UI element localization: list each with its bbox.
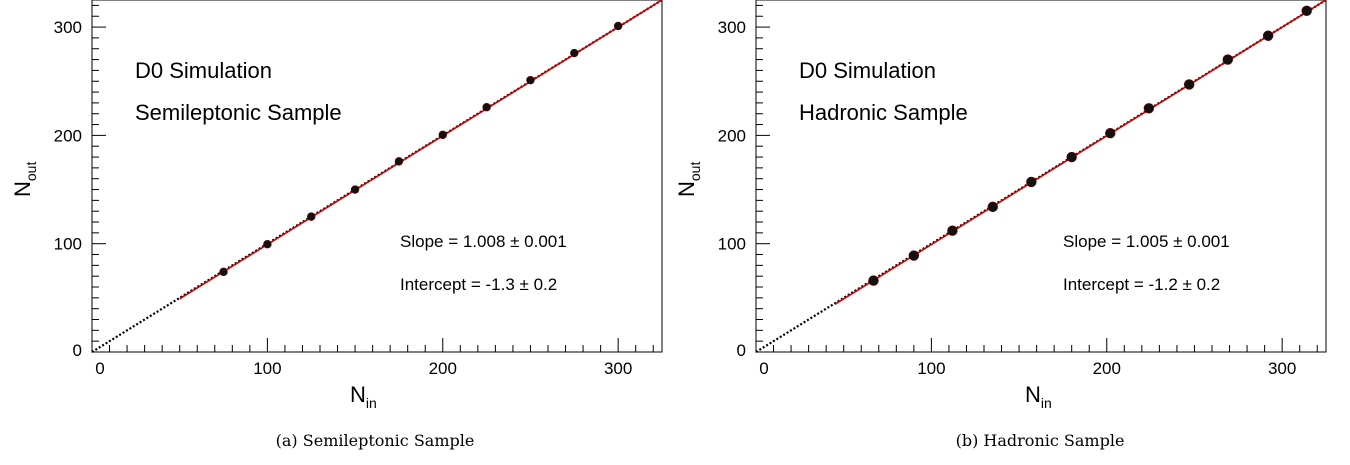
x-tick-label: 0 xyxy=(759,359,768,378)
y-tick-label: 200 xyxy=(54,126,82,145)
data-point xyxy=(263,240,272,249)
annotation-slope-b: Slope = 1.005 ± 0.001 xyxy=(1063,232,1230,251)
x-tick-label: 200 xyxy=(429,359,457,378)
plot-frame-a xyxy=(91,0,663,353)
annotation-sample-b: Hadronic Sample xyxy=(799,100,968,125)
data-point xyxy=(987,201,998,213)
x-tick-label: 300 xyxy=(604,359,632,378)
x-tick-label: 0 xyxy=(95,359,104,378)
data-point xyxy=(570,48,579,58)
axis-ticks-a: 0 100 200 300 0 100 200 300 xyxy=(54,4,654,378)
annotation-intercept-b: Intercept = -1.2 ± 0.2 xyxy=(1063,275,1220,294)
x-tick-label: 200 xyxy=(1093,359,1121,378)
panel-b: 0 100 200 300 0 100 200 300 D0 Simulation Hadro… xyxy=(674,0,1327,450)
fit-line-a xyxy=(179,0,663,300)
y-tick-label: 300 xyxy=(54,18,82,37)
plot-frame-b xyxy=(755,0,1327,353)
x-tick-label: 100 xyxy=(917,359,945,378)
data-point xyxy=(482,103,491,112)
data-point xyxy=(394,157,404,166)
data-point xyxy=(350,185,360,194)
data-point xyxy=(1301,5,1312,17)
y-tick-label: 0 xyxy=(737,341,746,360)
caption-a: (a) Semileptonic Sample xyxy=(276,431,475,450)
axis-ticks-b: 0 100 200 300 0 100 200 300 xyxy=(718,4,1318,378)
y-tick-label: 300 xyxy=(718,18,746,37)
data-point xyxy=(1066,151,1077,163)
annotation-sample-a: Semileptonic Sample xyxy=(135,100,342,125)
annotation-slope-a: Slope = 1.008 ± 0.001 xyxy=(400,232,567,251)
data-points-b xyxy=(868,5,1312,286)
fit-line xyxy=(834,0,1327,305)
data-point xyxy=(1222,54,1233,65)
y-tick-label: 100 xyxy=(718,235,746,254)
annotation-intercept-a: Intercept = -1.3 ± 0.2 xyxy=(400,275,557,294)
y-tick-label: 0 xyxy=(73,341,82,360)
data-point xyxy=(526,75,535,85)
y-tick-label: 100 xyxy=(54,235,82,254)
data-point xyxy=(1143,103,1155,114)
data-point xyxy=(908,250,920,261)
y-tick-label: 200 xyxy=(718,126,746,145)
y-axis-label-a: Nout xyxy=(10,162,39,197)
annotation-title-b: D0 Simulation xyxy=(799,58,936,83)
data-point xyxy=(613,21,623,31)
data-point xyxy=(1026,176,1037,188)
x-tick-label: 300 xyxy=(1268,359,1296,378)
fit-line-b xyxy=(834,0,1327,305)
caption-b: (b) Hadronic Sample xyxy=(956,431,1125,450)
data-point xyxy=(307,212,316,221)
annotation-title-a: D0 Simulation xyxy=(135,58,272,83)
data-point xyxy=(438,130,447,140)
fit-line xyxy=(179,0,663,300)
panel-a: 0 100 200 300 0 100 200 300 D0 Simulation Semil… xyxy=(10,0,663,450)
data-point xyxy=(868,275,879,286)
data-point xyxy=(947,225,958,236)
x-tick-label: 100 xyxy=(253,359,281,378)
data-point xyxy=(1262,30,1274,41)
data-point xyxy=(1183,79,1195,90)
data-points-a xyxy=(219,21,623,277)
x-axis-label-b: Nin xyxy=(1025,382,1052,411)
data-point xyxy=(219,267,228,277)
x-axis-label-a: Nin xyxy=(350,382,377,411)
y-axis-label-b: Nout xyxy=(674,162,703,197)
data-point xyxy=(1105,128,1116,139)
